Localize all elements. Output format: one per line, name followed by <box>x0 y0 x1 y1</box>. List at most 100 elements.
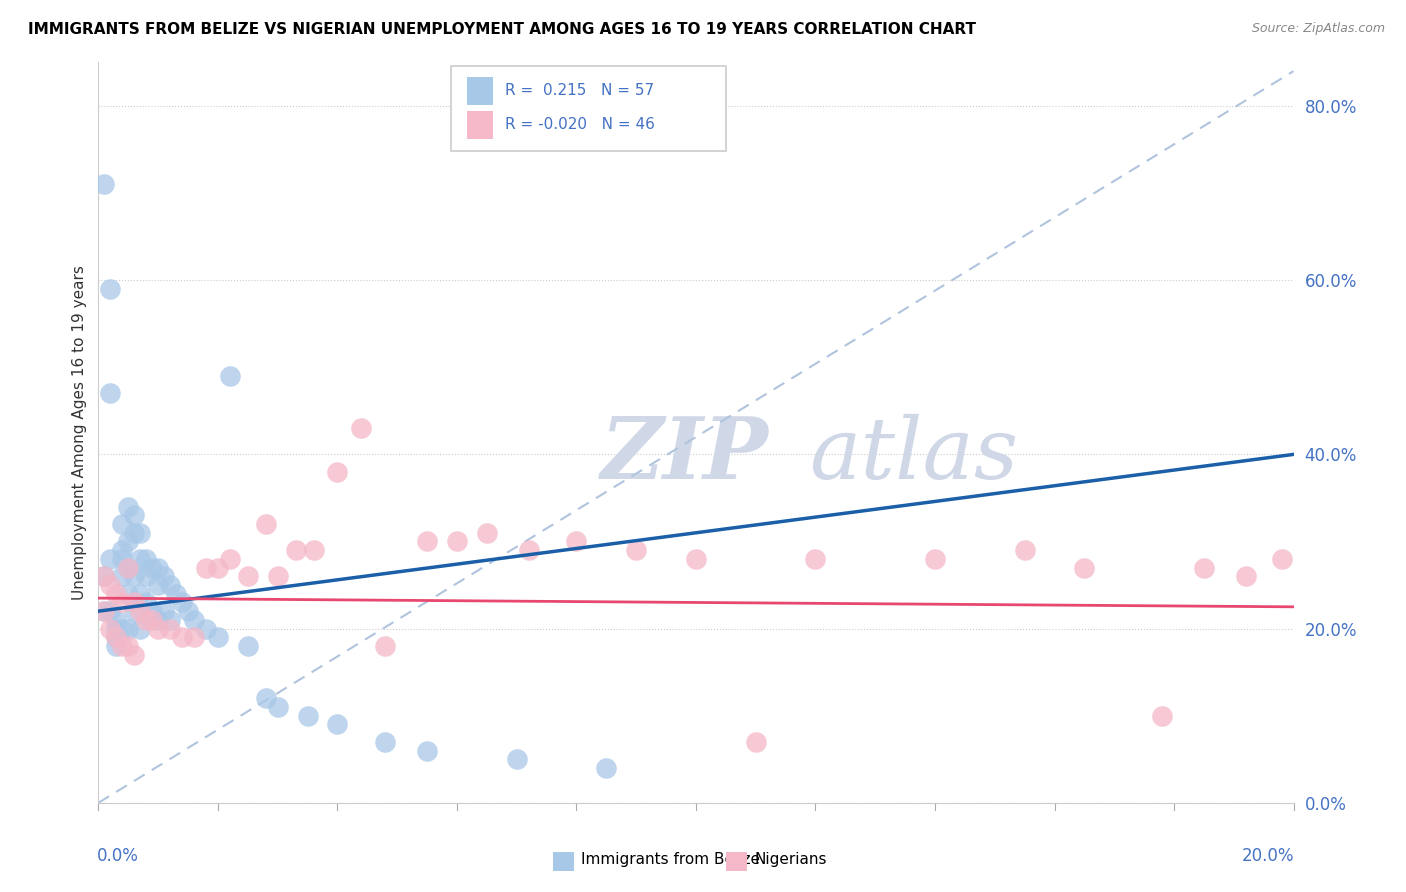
Point <box>124 508 146 523</box>
Point <box>159 613 181 627</box>
Point <box>267 569 290 583</box>
Point <box>1014 543 1036 558</box>
Point <box>117 560 139 574</box>
Point <box>924 552 946 566</box>
Point <box>219 369 242 384</box>
Point <box>685 552 707 566</box>
Point <box>98 386 122 401</box>
Point <box>117 534 139 549</box>
Point <box>111 517 134 532</box>
Text: R =  0.215   N = 57: R = 0.215 N = 57 <box>505 83 654 98</box>
Point <box>93 178 115 192</box>
Point <box>165 587 187 601</box>
Point <box>148 560 170 574</box>
FancyBboxPatch shape <box>553 853 574 871</box>
Point <box>111 595 134 609</box>
Point <box>195 622 218 636</box>
Point <box>236 639 259 653</box>
Point <box>207 560 229 574</box>
Point <box>105 639 128 653</box>
Text: 0.0%: 0.0% <box>97 847 139 865</box>
Point <box>446 534 468 549</box>
Point <box>93 604 115 618</box>
Point <box>111 569 134 583</box>
Point <box>374 735 396 749</box>
Text: R = -0.020   N = 46: R = -0.020 N = 46 <box>505 117 655 132</box>
Point <box>111 552 134 566</box>
Point <box>183 630 205 644</box>
Point <box>350 421 373 435</box>
Point <box>284 543 307 558</box>
Point <box>124 648 146 662</box>
Text: IMMIGRANTS FROM BELIZE VS NIGERIAN UNEMPLOYMENT AMONG AGES 16 TO 19 YEARS CORREL: IMMIGRANTS FROM BELIZE VS NIGERIAN UNEMP… <box>28 22 976 37</box>
Point <box>1073 560 1095 574</box>
Point <box>117 560 139 574</box>
Point <box>117 587 139 601</box>
Point <box>98 604 122 618</box>
Point <box>124 604 146 618</box>
Point <box>207 630 229 644</box>
Point <box>111 622 134 636</box>
Point <box>254 691 277 706</box>
Point <box>297 708 319 723</box>
Point <box>98 622 122 636</box>
Point <box>148 622 170 636</box>
Point <box>1271 552 1294 566</box>
Point <box>141 613 163 627</box>
Text: Nigerians: Nigerians <box>755 853 827 867</box>
Text: Immigrants from Belize: Immigrants from Belize <box>581 853 761 867</box>
Point <box>159 622 181 636</box>
Point <box>124 569 146 583</box>
Point <box>416 534 439 549</box>
Text: Source: ZipAtlas.com: Source: ZipAtlas.com <box>1251 22 1385 36</box>
Point <box>124 595 146 609</box>
Point <box>93 569 115 583</box>
Point <box>506 752 529 766</box>
Point <box>117 639 139 653</box>
Point <box>1152 708 1174 723</box>
Point <box>626 543 648 558</box>
Point <box>129 525 152 540</box>
Point <box>117 622 139 636</box>
Point <box>141 560 163 574</box>
Text: atlas: atlas <box>810 414 1018 496</box>
Point <box>177 604 200 618</box>
Point <box>416 743 439 757</box>
FancyBboxPatch shape <box>467 77 494 104</box>
Point <box>595 761 617 775</box>
Point <box>105 630 128 644</box>
Point <box>219 552 242 566</box>
Point <box>105 613 128 627</box>
Point <box>745 735 768 749</box>
Point <box>475 525 498 540</box>
Point <box>267 700 290 714</box>
Point <box>172 595 194 609</box>
FancyBboxPatch shape <box>467 111 494 138</box>
Point <box>565 534 588 549</box>
Point <box>105 630 128 644</box>
Point <box>98 282 122 296</box>
Point <box>124 525 146 540</box>
Y-axis label: Unemployment Among Ages 16 to 19 years: Unemployment Among Ages 16 to 19 years <box>72 265 87 600</box>
Point <box>135 552 157 566</box>
Point <box>153 604 176 618</box>
Point <box>135 569 157 583</box>
Point <box>98 552 122 566</box>
Point <box>148 613 170 627</box>
Point <box>135 595 157 609</box>
Point <box>129 622 152 636</box>
Point <box>129 552 152 566</box>
Point <box>117 500 139 514</box>
FancyBboxPatch shape <box>725 853 748 871</box>
Text: ZIP: ZIP <box>600 413 768 497</box>
Point <box>302 543 325 558</box>
Point <box>236 569 259 583</box>
Point <box>195 560 218 574</box>
Point <box>183 613 205 627</box>
Point <box>254 517 277 532</box>
Point <box>326 465 349 479</box>
Point <box>374 639 396 653</box>
FancyBboxPatch shape <box>451 66 725 152</box>
Text: 20.0%: 20.0% <box>1243 847 1295 865</box>
Point <box>1234 569 1257 583</box>
